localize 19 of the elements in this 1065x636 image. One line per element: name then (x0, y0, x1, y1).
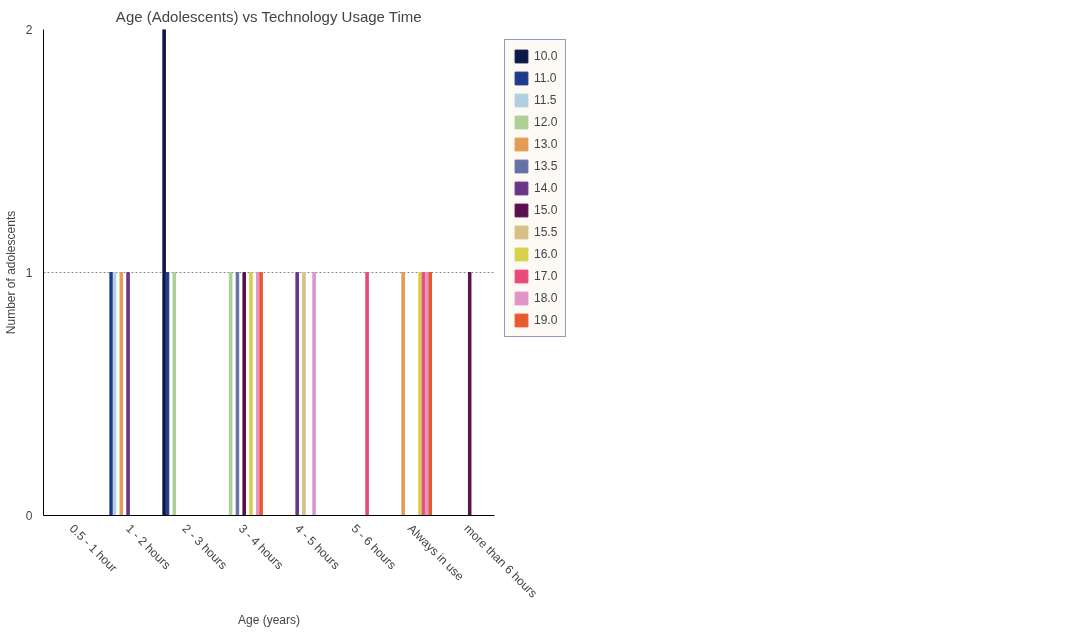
legend-label: 19.0 (534, 313, 558, 327)
legend-label: 11.0 (534, 71, 557, 85)
legend-label: 12.0 (534, 115, 558, 129)
legend-label: 10.0 (534, 49, 558, 63)
legend-label: 17.0 (534, 269, 558, 283)
legend-label: 16.0 (534, 247, 558, 261)
x-axis-title: Age (years) (237, 613, 301, 628)
legend-label: 13.0 (534, 137, 558, 151)
legend-label: 13.5 (534, 159, 558, 173)
y-tick-label: 0 (25, 509, 33, 523)
legend-label: 11.5 (534, 93, 557, 107)
legend-label: 15.5 (534, 225, 558, 239)
legend-label: 15.0 (534, 203, 558, 217)
y-tick-label: 1 (25, 266, 33, 280)
y-tick-label: 2 (25, 23, 33, 37)
y-axis-title: Number of adolescents (3, 210, 18, 335)
legend-label: 14.0 (534, 181, 558, 195)
chart-title: Age (Adolescents) vs Technology Usage Time (115, 7, 422, 25)
legend-label: 18.0 (534, 291, 558, 305)
